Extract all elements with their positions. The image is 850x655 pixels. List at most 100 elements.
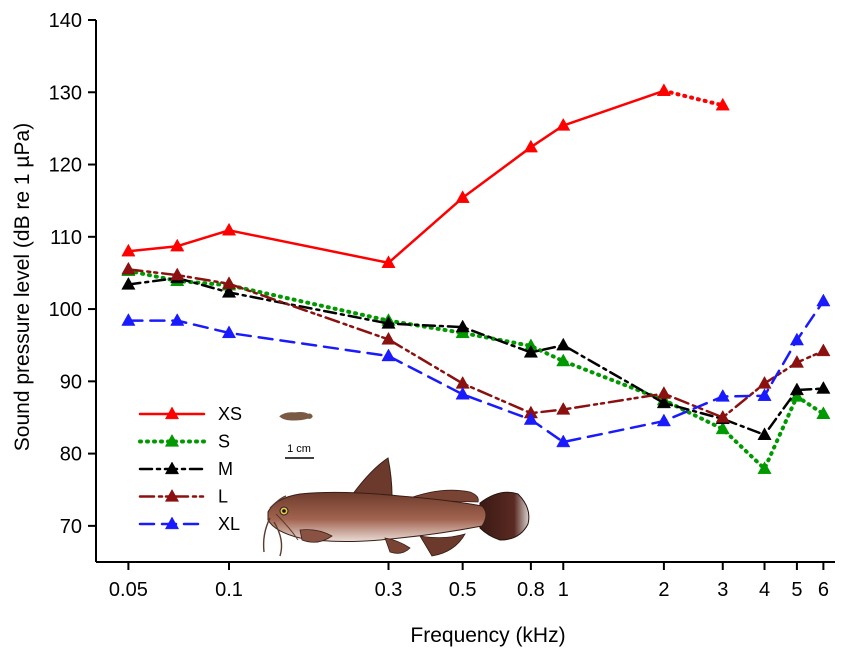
data-point [556, 337, 571, 351]
legend-marker [164, 406, 180, 420]
legend-marker [164, 433, 180, 447]
catfish-icon [262, 457, 530, 557]
series-m [121, 270, 831, 440]
series-line [127, 299, 825, 444]
y-tick-label: 120 [49, 155, 82, 177]
legend: XS SML XL [138, 404, 242, 534]
data-point [789, 382, 804, 396]
data-point [455, 319, 470, 333]
x-tick-label: 2 [658, 579, 669, 601]
data-point [816, 406, 831, 420]
series-line-tail [661, 88, 725, 108]
data-point [556, 117, 571, 131]
data-point [656, 395, 671, 409]
series-line [126, 268, 826, 471]
small-fish-icon [279, 411, 313, 421]
y-axis-title: Sound pressure level (dB re 1 µPa) [11, 123, 34, 451]
data-point [221, 222, 237, 236]
axes: 70 80 90 100 110 120 130 140 0.05 0.1 0.3 0.5 0.8 1 2 3… [49, 10, 835, 601]
data-point [789, 355, 804, 368]
data-point [556, 402, 571, 415]
legend-marker [164, 516, 180, 530]
data-point [757, 375, 772, 389]
y-tick-label: 140 [49, 10, 82, 32]
x-tick-label: 0.05 [109, 579, 148, 601]
data-point [170, 238, 185, 252]
y-tick-label: 110 [50, 227, 82, 249]
legend-label: XS [218, 404, 242, 424]
data-point [816, 293, 831, 307]
series-line [127, 89, 666, 265]
data-point [121, 243, 136, 257]
data-point [523, 344, 538, 358]
y-tick-label: 90 [60, 371, 82, 393]
x-tick-label: 4 [759, 579, 770, 601]
data-point [656, 386, 671, 399]
data-point [221, 325, 237, 339]
series-xl [121, 293, 831, 448]
data-point [121, 261, 136, 275]
data-point [816, 343, 831, 357]
x-tick-label: 1 [558, 579, 569, 601]
data-point [715, 388, 730, 402]
data-point [455, 190, 470, 203]
data-point [523, 139, 538, 153]
data-point [221, 284, 237, 298]
fish-illustration: 1 cm [262, 411, 530, 557]
legend-label: XL [218, 514, 240, 534]
data-point [715, 97, 730, 111]
data-point [757, 427, 772, 440]
x-tick-label: 0.5 [449, 579, 477, 601]
y-tick-label: 100 [49, 299, 82, 321]
x-tick-label: 0.3 [375, 579, 403, 601]
data-point [381, 348, 396, 362]
data-point [221, 276, 237, 289]
data-point [170, 313, 185, 326]
legend-entry-xs: XS [138, 404, 242, 424]
y-tick-label: 130 [49, 82, 82, 104]
y-tick-label: 80 [60, 444, 82, 466]
data-point [381, 316, 396, 329]
data-point [455, 375, 470, 389]
x-tick-label: 3 [717, 579, 728, 601]
data-point [757, 388, 772, 401]
data-point [789, 332, 804, 346]
legend-entry-xl: XL [138, 514, 240, 534]
legend-marker [164, 461, 180, 475]
data-point [556, 434, 571, 448]
series-xs [121, 83, 730, 268]
series-layer [121, 83, 831, 474]
data-point [455, 386, 470, 400]
legend-entry-s: S [138, 432, 230, 452]
data-point [556, 353, 571, 367]
legend-label: S [218, 432, 230, 452]
x-tick-label: 0.1 [215, 579, 243, 601]
series-line [127, 276, 825, 437]
data-point [381, 255, 396, 268]
data-point [523, 412, 538, 425]
x-tick-label: 6 [818, 579, 829, 601]
data-point [656, 83, 671, 96]
data-point [121, 313, 136, 326]
series-line [127, 268, 825, 419]
data-point [121, 276, 136, 290]
legend-entry-l: L [138, 487, 228, 507]
series-l [121, 261, 831, 423]
data-point [715, 409, 730, 423]
x-axis-title: Frequency (kHz) [410, 624, 565, 647]
data-point [715, 421, 730, 435]
x-tick-label: 5 [791, 579, 802, 601]
legend-label: L [218, 487, 228, 507]
scale-bar-label: 1 cm [287, 443, 311, 455]
data-point [816, 381, 831, 394]
data-point [381, 331, 396, 345]
x-tick-label: 0.8 [517, 579, 545, 601]
y-tick-label: 70 [60, 516, 82, 538]
legend-entry-m: M [138, 459, 233, 479]
data-point [757, 461, 772, 474]
data-point [170, 267, 185, 281]
data-point [656, 413, 671, 427]
legend-label: M [218, 459, 233, 479]
legend-marker [164, 488, 180, 502]
